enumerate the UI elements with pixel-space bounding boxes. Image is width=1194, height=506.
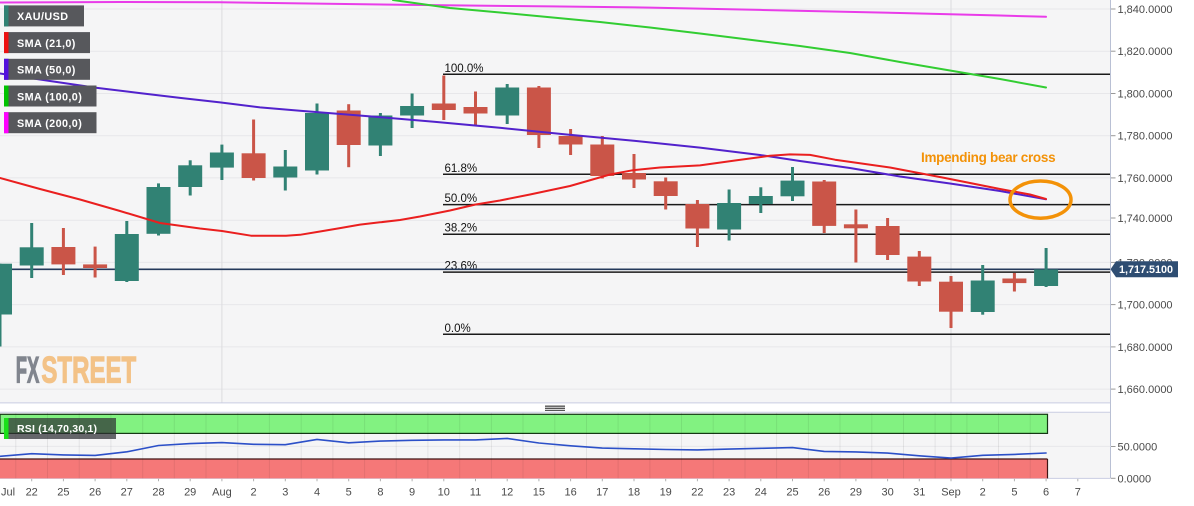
svg-text:1,760.0000: 1,760.0000 bbox=[1118, 173, 1173, 185]
svg-text:Sep: Sep bbox=[941, 487, 961, 499]
svg-text:25: 25 bbox=[786, 487, 798, 499]
svg-text:8: 8 bbox=[377, 487, 383, 499]
svg-text:Aug: Aug bbox=[212, 487, 232, 499]
svg-text:22: 22 bbox=[691, 487, 703, 499]
svg-text:15: 15 bbox=[533, 487, 545, 499]
svg-text:1,820.0000: 1,820.0000 bbox=[1118, 46, 1173, 58]
svg-text:26: 26 bbox=[818, 487, 830, 499]
svg-text:27: 27 bbox=[121, 487, 133, 499]
svg-text:30: 30 bbox=[881, 487, 893, 499]
svg-text:SMA (200,0): SMA (200,0) bbox=[17, 118, 82, 130]
svg-text:2: 2 bbox=[980, 487, 986, 499]
svg-text:STREET: STREET bbox=[41, 349, 136, 391]
svg-text:SMA (50,0): SMA (50,0) bbox=[17, 65, 76, 77]
svg-text:19: 19 bbox=[660, 487, 672, 499]
svg-text:0.0%: 0.0% bbox=[445, 323, 471, 335]
svg-text:28: 28 bbox=[152, 487, 164, 499]
svg-text:XAU/USD: XAU/USD bbox=[17, 11, 68, 23]
svg-text:FX: FX bbox=[16, 351, 40, 391]
svg-text:23: 23 bbox=[723, 487, 735, 499]
svg-text:RSI (14,70,30,1): RSI (14,70,30,1) bbox=[17, 423, 97, 435]
svg-text:11: 11 bbox=[470, 487, 481, 499]
svg-text:Impending bear cross: Impending bear cross bbox=[921, 150, 1055, 165]
svg-text:SMA (21,0): SMA (21,0) bbox=[17, 38, 76, 50]
svg-text:100.0%: 100.0% bbox=[445, 63, 484, 75]
svg-text:61.8%: 61.8% bbox=[445, 163, 478, 175]
svg-text:1,700.0000: 1,700.0000 bbox=[1118, 300, 1173, 312]
svg-text:29: 29 bbox=[850, 487, 862, 499]
svg-text:1,800.0000: 1,800.0000 bbox=[1118, 89, 1173, 101]
svg-text:12: 12 bbox=[501, 487, 513, 499]
svg-text:26: 26 bbox=[89, 487, 101, 499]
svg-text:5: 5 bbox=[1011, 487, 1017, 499]
svg-text:31: 31 bbox=[913, 487, 925, 499]
svg-text:6: 6 bbox=[1043, 487, 1049, 499]
svg-text:3: 3 bbox=[282, 487, 288, 499]
svg-text:4: 4 bbox=[314, 487, 320, 499]
svg-text:0.0000: 0.0000 bbox=[1118, 473, 1152, 485]
svg-text:29: 29 bbox=[184, 487, 196, 499]
svg-text:38.2%: 38.2% bbox=[445, 223, 478, 235]
svg-text:1,717.5100: 1,717.5100 bbox=[1119, 264, 1173, 276]
svg-text:25: 25 bbox=[57, 487, 69, 499]
svg-text:2: 2 bbox=[251, 487, 257, 499]
svg-text:7: 7 bbox=[1075, 487, 1081, 499]
svg-text:50.0%: 50.0% bbox=[445, 193, 478, 205]
svg-text:22: 22 bbox=[26, 487, 38, 499]
svg-text:9: 9 bbox=[409, 487, 415, 499]
svg-text:17: 17 bbox=[596, 487, 608, 499]
svg-text:1,660.0000: 1,660.0000 bbox=[1118, 384, 1173, 396]
svg-text:Jul: Jul bbox=[1, 487, 15, 499]
svg-text:1,840.0000: 1,840.0000 bbox=[1118, 4, 1173, 16]
svg-text:16: 16 bbox=[564, 487, 576, 499]
svg-text:50.0000: 50.0000 bbox=[1118, 442, 1158, 454]
svg-text:10: 10 bbox=[438, 487, 450, 499]
svg-text:5: 5 bbox=[346, 487, 352, 499]
svg-text:SMA (100,0): SMA (100,0) bbox=[17, 91, 82, 103]
svg-text:1,740.0000: 1,740.0000 bbox=[1118, 213, 1173, 225]
svg-text:23.6%: 23.6% bbox=[445, 261, 478, 273]
svg-text:1,780.0000: 1,780.0000 bbox=[1118, 131, 1173, 143]
svg-text:18: 18 bbox=[628, 487, 640, 499]
svg-text:24: 24 bbox=[755, 487, 767, 499]
svg-text:1,680.0000: 1,680.0000 bbox=[1118, 342, 1173, 354]
